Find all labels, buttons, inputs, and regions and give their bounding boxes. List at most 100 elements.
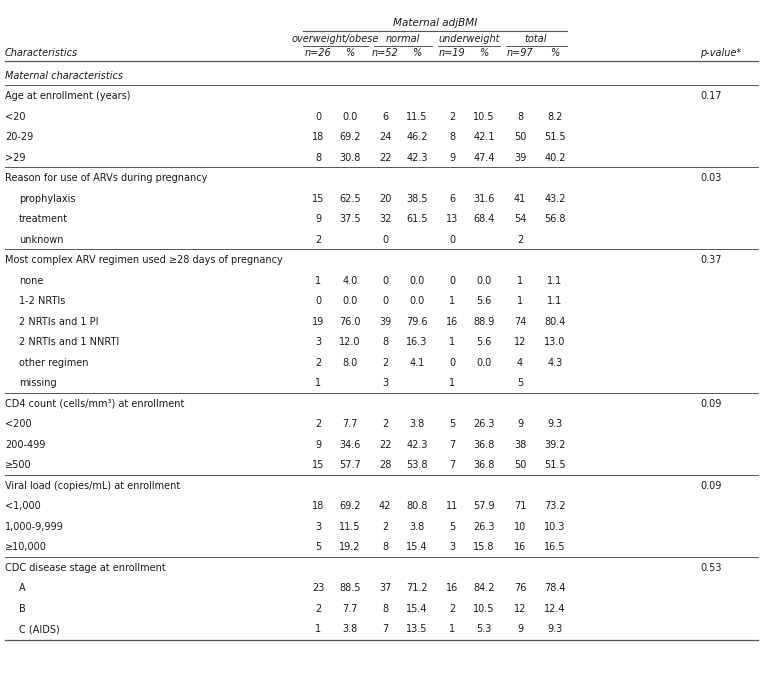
Text: 7: 7 (449, 460, 455, 470)
Text: treatment: treatment (19, 214, 68, 224)
Text: 9: 9 (449, 153, 455, 163)
Text: 34.6: 34.6 (339, 440, 361, 450)
Text: 3: 3 (449, 542, 455, 552)
Text: 1,000-9,999: 1,000-9,999 (5, 522, 63, 532)
Text: 41: 41 (514, 194, 526, 204)
Text: 18: 18 (312, 501, 324, 511)
Text: 8: 8 (382, 337, 388, 347)
Text: 2: 2 (315, 358, 321, 368)
Text: A: A (19, 583, 26, 593)
Text: 71.2: 71.2 (406, 583, 428, 593)
Text: 22: 22 (379, 153, 391, 163)
Text: 20: 20 (379, 194, 391, 204)
Text: n=97: n=97 (507, 48, 533, 58)
Text: 0.17: 0.17 (700, 91, 721, 101)
Text: 7: 7 (382, 624, 388, 634)
Text: 30.8: 30.8 (339, 153, 361, 163)
Text: 54: 54 (514, 214, 526, 224)
Text: n=26: n=26 (305, 48, 332, 58)
Text: 0: 0 (315, 296, 321, 306)
Text: 10.5: 10.5 (473, 604, 495, 614)
Text: 19.2: 19.2 (339, 542, 361, 552)
Text: 2: 2 (315, 419, 321, 429)
Text: 80.4: 80.4 (544, 317, 565, 327)
Text: 4.3: 4.3 (547, 358, 562, 368)
Text: 42.3: 42.3 (406, 440, 428, 450)
Text: 38.5: 38.5 (406, 194, 428, 204)
Text: Maternal adjBMI: Maternal adjBMI (393, 18, 478, 28)
Text: 74: 74 (514, 317, 526, 327)
Text: 11.5: 11.5 (339, 522, 361, 532)
Text: 42: 42 (379, 501, 391, 511)
Text: 13: 13 (446, 214, 458, 224)
Text: 2: 2 (449, 112, 455, 122)
Text: 32: 32 (379, 214, 391, 224)
Text: 62.5: 62.5 (339, 194, 361, 204)
Text: 3.8: 3.8 (342, 624, 358, 634)
Text: 26.3: 26.3 (473, 522, 495, 532)
Text: B: B (19, 604, 26, 614)
Text: 50: 50 (514, 460, 526, 470)
Text: 16.5: 16.5 (544, 542, 566, 552)
Text: 88.5: 88.5 (339, 583, 361, 593)
Text: <200: <200 (5, 419, 31, 429)
Text: 26.3: 26.3 (473, 419, 495, 429)
Text: 18: 18 (312, 132, 324, 142)
Text: 4.1: 4.1 (410, 358, 425, 368)
Text: 2: 2 (517, 235, 523, 245)
Text: Reason for use of ARVs during pregnancy: Reason for use of ARVs during pregnancy (5, 173, 207, 183)
Text: 0: 0 (449, 235, 455, 245)
Text: 5: 5 (315, 542, 321, 552)
Text: 28: 28 (379, 460, 391, 470)
Text: 1: 1 (517, 296, 523, 306)
Text: 76.0: 76.0 (339, 317, 361, 327)
Text: 0: 0 (315, 112, 321, 122)
Text: 2: 2 (315, 235, 321, 245)
Text: 20-29: 20-29 (5, 132, 34, 142)
Text: prophylaxis: prophylaxis (19, 194, 76, 204)
Text: 78.4: 78.4 (544, 583, 566, 593)
Text: 9.3: 9.3 (547, 419, 562, 429)
Text: underweight: underweight (439, 34, 500, 44)
Text: 12: 12 (514, 604, 526, 614)
Text: 51.5: 51.5 (544, 460, 566, 470)
Text: 2 NRTIs and 1 NNRTI: 2 NRTIs and 1 NNRTI (19, 337, 119, 347)
Text: 16.3: 16.3 (406, 337, 428, 347)
Text: 16: 16 (514, 542, 526, 552)
Text: 9.3: 9.3 (547, 624, 562, 634)
Text: 88.9: 88.9 (474, 317, 494, 327)
Text: 1.1: 1.1 (547, 276, 562, 286)
Text: 16: 16 (446, 583, 458, 593)
Text: 9: 9 (517, 624, 523, 634)
Text: 76: 76 (514, 583, 526, 593)
Text: 3: 3 (315, 337, 321, 347)
Text: 0.03: 0.03 (700, 173, 721, 183)
Text: 57.7: 57.7 (339, 460, 361, 470)
Text: 13.0: 13.0 (544, 337, 565, 347)
Text: unknown: unknown (19, 235, 63, 245)
Text: 39: 39 (379, 317, 391, 327)
Text: 0: 0 (382, 235, 388, 245)
Text: 3: 3 (315, 522, 321, 532)
Text: >29: >29 (5, 153, 25, 163)
Text: 0: 0 (449, 276, 455, 286)
Text: 36.8: 36.8 (474, 460, 494, 470)
Text: 2 NRTIs and 1 PI: 2 NRTIs and 1 PI (19, 317, 99, 327)
Text: Maternal characteristics: Maternal characteristics (5, 71, 123, 81)
Text: n=52: n=52 (371, 48, 398, 58)
Text: 19: 19 (312, 317, 324, 327)
Text: <20: <20 (5, 112, 25, 122)
Text: 15: 15 (312, 194, 324, 204)
Text: 1.1: 1.1 (547, 296, 562, 306)
Text: 1: 1 (315, 378, 321, 388)
Text: 7.7: 7.7 (342, 419, 358, 429)
Text: <1,000: <1,000 (5, 501, 40, 511)
Text: CD4 count (cells/mm³) at enrollment: CD4 count (cells/mm³) at enrollment (5, 399, 184, 409)
Text: 4.0: 4.0 (342, 276, 358, 286)
Text: 1: 1 (449, 296, 455, 306)
Text: 42.3: 42.3 (406, 153, 428, 163)
Text: %: % (345, 48, 354, 58)
Text: 6: 6 (449, 194, 455, 204)
Text: 3.8: 3.8 (410, 419, 425, 429)
Text: 2: 2 (382, 522, 388, 532)
